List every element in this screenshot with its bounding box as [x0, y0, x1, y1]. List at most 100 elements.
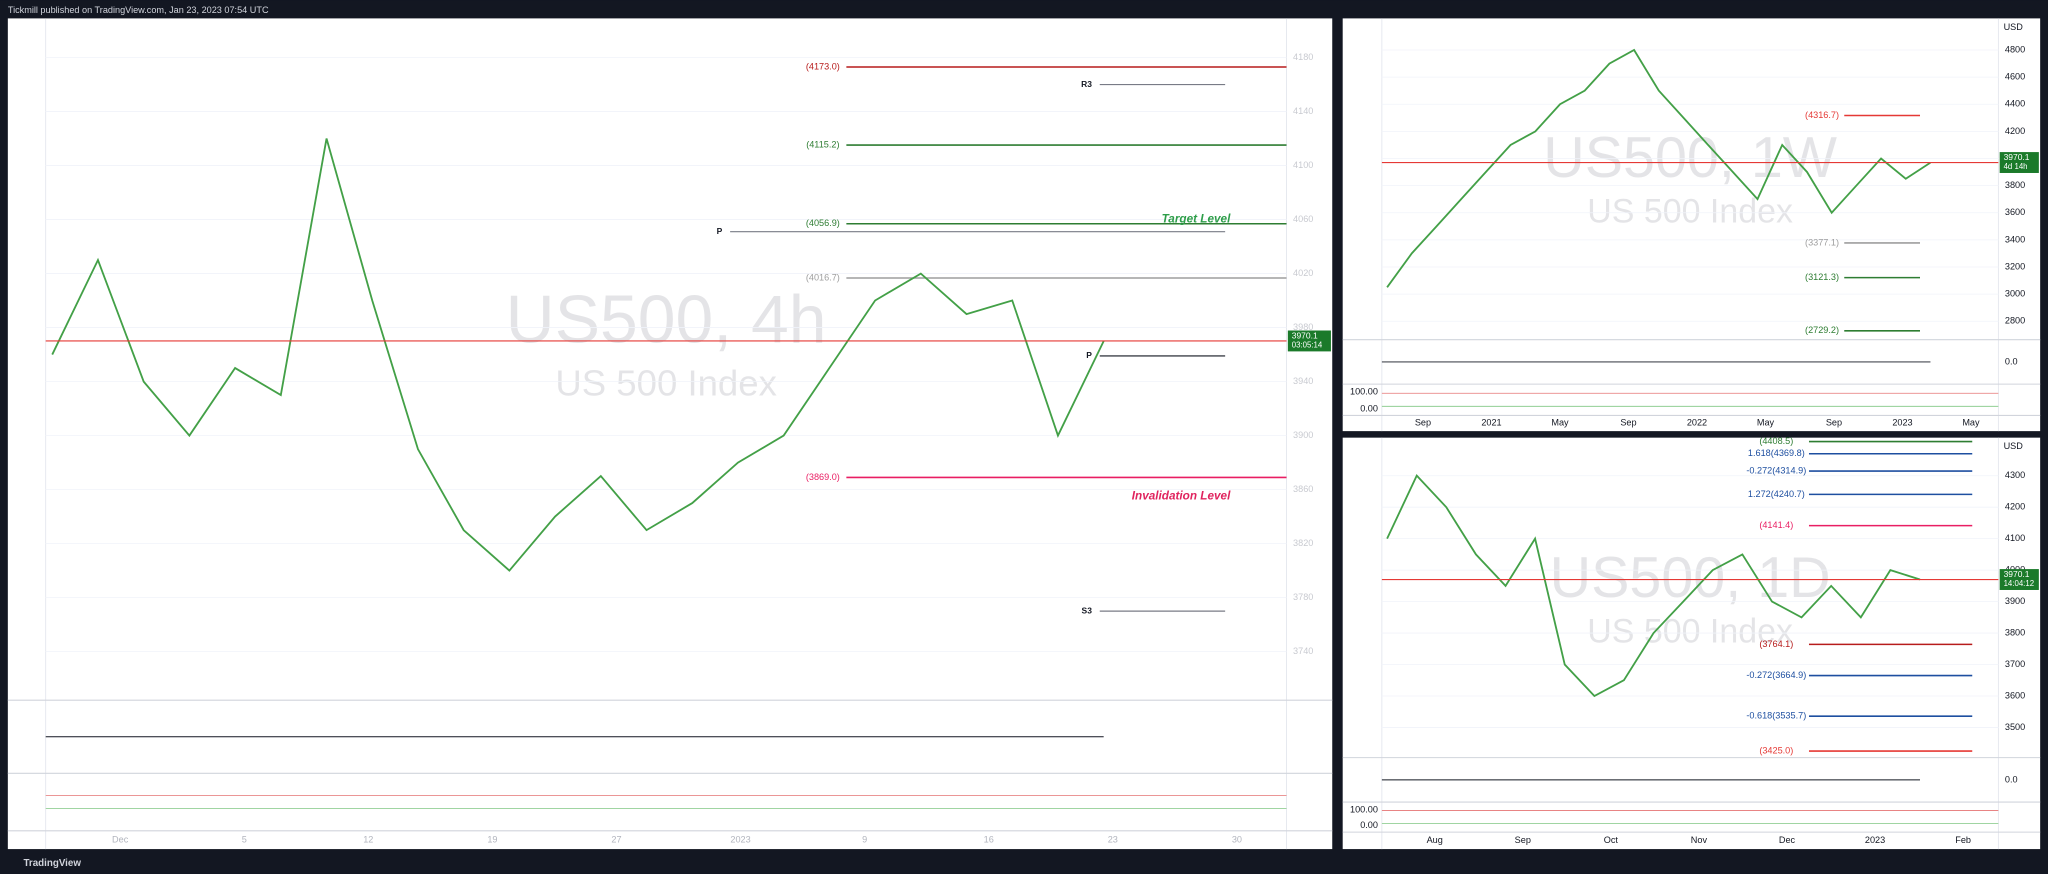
y-tick-label: 4100 — [1293, 160, 1313, 170]
pivot-label: S3 — [1082, 605, 1093, 615]
x-tick-label: 5 — [242, 834, 247, 844]
osc-label: 0.0 — [2005, 356, 2018, 366]
y-tick-label: 3860 — [1293, 484, 1313, 494]
price-tag — [1999, 569, 2039, 590]
y-tick-label: 3980 — [1293, 322, 1313, 332]
y-tick-label: 2800 — [2005, 316, 2025, 326]
y-tick-label: 4100 — [2005, 533, 2025, 543]
watermark-subtitle: US 500 Index — [1587, 612, 1793, 650]
watermark-subtitle: US 500 Index — [555, 362, 777, 403]
x-tick-label: 9 — [862, 834, 867, 844]
y-tick-label: 3780 — [1293, 592, 1313, 602]
x-tick-label: Dec — [112, 834, 129, 844]
x-tick-label: 2023 — [1892, 418, 1912, 428]
x-tick-label: 2023 — [1865, 835, 1885, 845]
y-tick-label: 3200 — [2005, 261, 2025, 271]
x-tick-label: Sep — [1826, 418, 1842, 428]
level-label: (4115.2) — [806, 139, 839, 149]
x-tick-label: Dec — [1779, 835, 1796, 845]
price-line — [1386, 474, 1921, 698]
level-label: (3764.1) — [1759, 639, 1793, 649]
pivot-label: R3 — [1081, 79, 1092, 89]
watermark-title: US500, 4h — [506, 283, 827, 358]
annotation: Target Level — [1162, 213, 1232, 226]
level-label: -0.272(4314.9) — [1746, 465, 1806, 475]
level-label: (4016.7) — [806, 272, 840, 282]
x-tick-label: 2021 — [1481, 418, 1501, 428]
price-tag-countdown: 4d 14h — [2004, 162, 2028, 171]
price-line — [1386, 48, 1931, 288]
y-tick-label: 3600 — [2005, 207, 2025, 217]
y-tick-label: 3600 — [2005, 690, 2025, 700]
y-tick-label: 4020 — [1293, 268, 1313, 278]
x-tick-label: May — [1551, 418, 1569, 428]
y-tick-label: 3900 — [1293, 430, 1313, 440]
price-tag — [1999, 152, 2039, 173]
pivot-label: P — [1086, 350, 1092, 360]
level-label: (3869.0) — [806, 472, 840, 482]
osc-label: 100.00 — [1350, 386, 1378, 396]
annotation: Invalidation Level — [1132, 489, 1231, 502]
x-tick-label: 30 — [1232, 834, 1242, 844]
footer: TradingView — [24, 858, 82, 869]
y-tick-label: 3820 — [1293, 538, 1313, 548]
x-tick-label: Nov — [1691, 835, 1708, 845]
watermark-subtitle: US 500 Index — [1587, 192, 1793, 230]
level-label: (3377.1) — [1805, 237, 1839, 247]
level-label: (4316.7) — [1805, 110, 1839, 120]
y-tick-label: 4140 — [1293, 106, 1313, 116]
osc-label: 100.00 — [1350, 804, 1378, 814]
osc-label: 0.00 — [1360, 820, 1378, 830]
x-tick-label: 2023 — [730, 834, 750, 844]
price-tag-countdown: 03:05:14 — [1292, 341, 1323, 350]
y-tick-label: 4600 — [2005, 72, 2025, 82]
watermark-title: US500, 1W — [1543, 126, 1838, 190]
level-label: (2729.2) — [1805, 325, 1839, 335]
osc-label: 0.0 — [2005, 774, 2018, 784]
price-line — [51, 138, 1105, 572]
y-tick-label: 4400 — [2005, 99, 2025, 109]
level-label: -0.272(3664.9) — [1746, 670, 1806, 680]
watermark-title: US500, 1D — [1550, 546, 1831, 610]
level-label: (4408.5) — [1759, 436, 1793, 446]
level-label: (4141.4) — [1759, 520, 1793, 530]
pivot-label: P — [717, 226, 723, 236]
level-label: 1.618(4369.8) — [1748, 448, 1805, 458]
x-tick-label: 27 — [611, 834, 621, 844]
x-tick-label: Feb — [1955, 835, 1971, 845]
y-tick-label: 3900 — [2005, 596, 2025, 606]
currency: USD — [2004, 22, 2024, 32]
x-tick-label: Sep — [1620, 418, 1636, 428]
y-tick-label: 3500 — [2005, 722, 2025, 732]
price-tag-countdown: 14:04:12 — [2004, 579, 2034, 588]
y-tick-label: 3740 — [1293, 646, 1313, 656]
y-tick-label: 3800 — [2005, 627, 2025, 637]
x-tick-label: Sep — [1415, 418, 1431, 428]
level-label: 1.272(4240.7) — [1748, 489, 1805, 499]
price-tag-value: 3970.1 — [2004, 569, 2030, 579]
header: Tickmill published on TradingView.com, J… — [8, 5, 269, 15]
x-tick-label: Sep — [1515, 835, 1531, 845]
level-label: -0.618(3535.7) — [1746, 711, 1806, 721]
x-tick-label: 16 — [984, 834, 994, 844]
y-tick-label: 3400 — [2005, 234, 2025, 244]
y-tick-label: 4800 — [2005, 44, 2025, 54]
currency: USD — [2004, 441, 2024, 451]
y-tick-label: 4300 — [2005, 470, 2025, 480]
x-tick-label: May — [1757, 418, 1775, 428]
level-label: (3121.3) — [1805, 272, 1839, 282]
y-tick-label: 4180 — [1293, 52, 1313, 62]
panel — [7, 18, 1333, 850]
x-tick-label: 19 — [487, 834, 497, 844]
price-tag-value: 3970.1 — [1292, 331, 1318, 341]
y-tick-label: 4200 — [2005, 126, 2025, 136]
x-tick-label: May — [1962, 418, 1980, 428]
osc-label: 0.00 — [1360, 403, 1378, 413]
y-tick-label: 3940 — [1293, 376, 1313, 386]
y-tick-label: 3800 — [2005, 180, 2025, 190]
x-tick-label: 2022 — [1687, 418, 1707, 428]
level-label: (4056.9) — [806, 218, 840, 228]
y-tick-label: 3000 — [2005, 289, 2025, 299]
